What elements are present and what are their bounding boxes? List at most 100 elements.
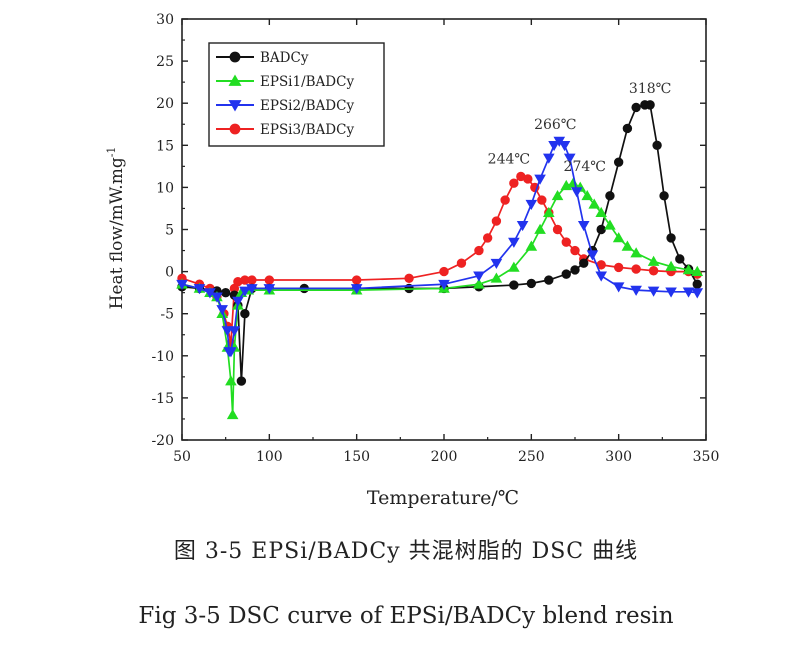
data-point bbox=[473, 278, 485, 289]
data-point bbox=[439, 266, 449, 277]
data-point bbox=[473, 271, 485, 282]
data-point bbox=[534, 223, 546, 234]
data-point bbox=[228, 326, 241, 337]
data-point bbox=[588, 198, 601, 209]
data-point bbox=[621, 240, 634, 251]
svg-text:Heat flow/mW.mg-1: Heat flow/mW.mg-1 bbox=[105, 147, 127, 310]
data-point bbox=[595, 206, 607, 218]
y-tick-label: 5 bbox=[165, 223, 174, 239]
data-point bbox=[263, 284, 276, 295]
data-point bbox=[220, 287, 231, 298]
x-tick-label: 350 bbox=[693, 449, 720, 465]
data-point bbox=[605, 191, 615, 201]
data-point bbox=[193, 284, 206, 295]
x-tick-label: 200 bbox=[431, 449, 458, 465]
data-point bbox=[500, 195, 510, 205]
legend-marker bbox=[228, 100, 242, 112]
y-tick-label: -10 bbox=[151, 349, 174, 365]
data-point bbox=[665, 287, 677, 298]
x-tick-label: 100 bbox=[256, 449, 283, 465]
data-point bbox=[482, 233, 493, 243]
data-point bbox=[204, 288, 216, 299]
data-point bbox=[508, 237, 520, 248]
series-line bbox=[181, 175, 698, 345]
data-point bbox=[570, 265, 580, 275]
data-point bbox=[516, 220, 529, 232]
x-tick-label: 50 bbox=[173, 449, 191, 465]
data-point bbox=[645, 100, 655, 110]
data-point bbox=[216, 305, 228, 316]
legend-item: EPSi2/BADCy bbox=[216, 98, 354, 114]
data-point bbox=[612, 282, 625, 293]
peak-annotation: 318℃ bbox=[629, 81, 671, 97]
data-point bbox=[648, 266, 659, 276]
legend: BADCy EPSi1/BADCy EPSi2/BADCy EPSi3/BADCy bbox=[208, 42, 385, 147]
data-point bbox=[570, 187, 583, 198]
data-point bbox=[561, 269, 571, 279]
data-point bbox=[543, 206, 555, 218]
data-point bbox=[474, 245, 484, 256]
legend-item: BADCy bbox=[216, 50, 309, 66]
y-tick-label: 30 bbox=[156, 12, 174, 28]
data-point bbox=[561, 237, 571, 247]
data-point bbox=[613, 157, 624, 167]
data-point bbox=[525, 240, 538, 251]
y-tick-label: 10 bbox=[156, 180, 174, 196]
legend-label: EPSi2/BADCy bbox=[260, 98, 354, 114]
x-tick-label: 250 bbox=[518, 449, 545, 465]
data-point bbox=[586, 250, 599, 261]
x-tick-label: 150 bbox=[343, 449, 370, 465]
data-point bbox=[666, 233, 676, 243]
data-point bbox=[665, 260, 677, 271]
y-tick-label: -20 bbox=[151, 433, 174, 449]
data-point bbox=[526, 278, 537, 289]
y-axis-label: Heat flow/mW.mg bbox=[107, 157, 127, 309]
x-tick-label: 300 bbox=[605, 449, 632, 465]
peak-annotation: 244℃ bbox=[488, 151, 530, 167]
legend-label: EPSi3/BADCy bbox=[260, 122, 354, 138]
data-point bbox=[675, 254, 685, 264]
y-tick-label: -15 bbox=[151, 391, 174, 407]
data-point bbox=[579, 258, 589, 268]
data-point bbox=[692, 279, 702, 289]
data-point bbox=[438, 279, 450, 291]
data-point bbox=[612, 232, 625, 243]
peak-annotation: 274℃ bbox=[564, 159, 606, 175]
series-epsi3-badcy bbox=[177, 171, 702, 348]
data-point bbox=[226, 408, 239, 420]
data-point bbox=[613, 262, 624, 273]
series-layer bbox=[176, 100, 704, 420]
data-point bbox=[508, 261, 520, 272]
legend-label: EPSi1/BADCy bbox=[260, 74, 354, 90]
data-point bbox=[490, 258, 503, 269]
data-point bbox=[239, 286, 251, 297]
data-point bbox=[404, 273, 414, 284]
data-point bbox=[246, 284, 258, 295]
data-point bbox=[577, 220, 590, 232]
data-point bbox=[659, 191, 669, 201]
data-point bbox=[525, 199, 538, 211]
series-line bbox=[181, 140, 698, 353]
x-axis-label: Temperature/℃ bbox=[367, 487, 519, 509]
data-point bbox=[596, 224, 606, 235]
y-axis-label-superscript: -1 bbox=[105, 147, 118, 158]
data-point bbox=[558, 140, 571, 152]
data-point bbox=[264, 275, 275, 285]
data-point bbox=[647, 255, 660, 266]
data-point bbox=[544, 275, 554, 285]
data-point bbox=[563, 153, 576, 164]
data-point bbox=[456, 258, 467, 268]
data-point bbox=[240, 309, 250, 319]
data-point bbox=[225, 375, 237, 386]
data-point bbox=[630, 247, 642, 258]
data-point bbox=[350, 284, 363, 295]
data-point bbox=[211, 292, 223, 303]
data-point bbox=[570, 245, 580, 256]
data-point bbox=[622, 123, 633, 134]
data-point bbox=[548, 140, 560, 152]
data-point bbox=[534, 174, 546, 185]
data-point bbox=[630, 285, 642, 296]
data-point bbox=[691, 288, 704, 299]
series-epsi1-badcy bbox=[176, 177, 704, 420]
data-point bbox=[652, 140, 662, 151]
